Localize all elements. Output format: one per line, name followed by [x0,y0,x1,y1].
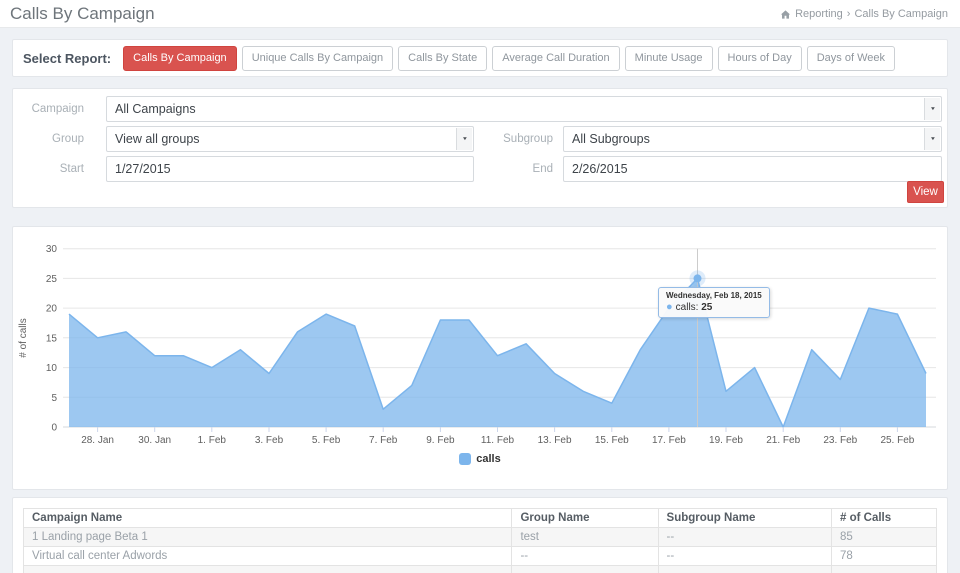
svg-text:19. Feb: 19. Feb [709,435,743,446]
report-tabs: Calls By Campaign Unique Calls By Campai… [123,45,896,71]
svg-text:25: 25 [46,274,58,285]
select-report-label: Select Report: [23,50,112,66]
group-select[interactable]: View all groups ▼ [106,126,474,152]
svg-text:11. Feb: 11. Feb [481,435,515,446]
page-title: Calls By Campaign [10,4,155,23]
end-date-input[interactable]: 2/26/2015 [563,156,942,182]
start-date-label: Start [59,163,84,175]
tab-calls-by-campaign[interactable]: Calls By Campaign [123,45,237,71]
cell-campaign-name: 1 Landing page Beta 1 [22,527,513,547]
chart-panel: .ax{font:10px "Liberation Sans",sans-ser… [12,226,948,490]
svg-text:# of calls: # of calls [18,318,29,357]
tooltip-series-name: calls [675,302,696,313]
svg-text:30: 30 [46,244,58,255]
chevron-down-icon[interactable]: ▼ [924,128,940,150]
svg-text:15: 15 [46,333,58,344]
chart-tooltip: Wednesday, Feb 18, 2015 ● calls: 25 [658,287,770,318]
svg-text:5. Feb: 5. Feb [312,435,341,446]
svg-text:20: 20 [46,304,58,315]
results-table-panel: Campaign Name Group Name Subgroup Name #… [12,497,948,573]
tooltip-date: Wednesday, Feb 18, 2015 [666,291,762,300]
tab-average-call-duration[interactable]: Average Call Duration [492,45,620,71]
legend-swatch-icon [459,453,472,465]
cell-campaign-name: Virtual call center Adwords [22,546,513,566]
cell-num-calls: 78 [831,546,937,566]
cell-group-name: test [511,527,659,547]
svg-text:28. Jan: 28. Jan [81,435,114,446]
svg-text:23. Feb: 23. Feb [823,435,857,446]
group-select-value: View all groups [115,132,200,146]
subgroup-label: Subgroup [503,133,553,145]
svg-text:30. Jan: 30. Jan [138,435,171,446]
chart-legend[interactable]: calls [13,453,947,465]
breadcrumb: Reporting › Calls By Campaign [780,8,948,20]
breadcrumb-separator: › [846,8,851,20]
tab-calls-by-state[interactable]: Calls By State [398,45,488,71]
svg-text:0: 0 [51,423,57,434]
group-label: Group [52,133,84,145]
svg-text:7. Feb: 7. Feb [369,435,398,446]
svg-text:10: 10 [46,363,58,374]
cell-subgroup-name: -- [657,527,833,547]
breadcrumb-section[interactable]: Reporting [795,8,843,20]
column-header-subgroup-name: Subgroup Name [657,508,833,528]
svg-text:9. Feb: 9. Feb [426,435,455,446]
svg-text:17. Feb: 17. Feb [652,435,686,446]
svg-text:5: 5 [51,393,57,404]
table-row-partial [22,565,937,573]
view-button[interactable]: View [907,181,944,203]
tooltip-value-row: ● calls: 25 [666,301,713,314]
report-selector-panel: Select Report: Calls By Campaign Unique … [12,39,948,77]
table-row: Virtual call center Adwords -- -- 78 [22,546,937,566]
column-header-num-calls: # of Calls [831,508,937,528]
start-date-input[interactable]: 1/27/2015 [106,156,474,182]
chevron-down-icon[interactable]: ▼ [456,128,472,150]
results-table: Campaign Name Group Name Subgroup Name #… [22,508,937,573]
campaign-select-value: All Campaigns [115,102,196,116]
home-icon [780,9,791,20]
campaign-label: Campaign [31,103,84,115]
column-header-group-name: Group Name [511,508,659,528]
svg-text:13. Feb: 13. Feb [538,435,572,446]
cell-subgroup-name: -- [657,546,833,566]
series-dot-icon: ● [666,301,673,313]
tab-days-of-week[interactable]: Days of Week [806,45,896,71]
tab-unique-calls-by-campaign[interactable]: Unique Calls By Campaign [241,45,394,71]
top-header-bar: Calls By Campaign Reporting › Calls By C… [0,0,960,28]
cell-num-calls: 85 [831,527,937,547]
tab-minute-usage[interactable]: Minute Usage [624,45,713,71]
subgroup-select-value: All Subgroups [572,132,650,146]
breadcrumb-current: Calls By Campaign [854,8,948,20]
tooltip-value: 25 [701,302,713,313]
svg-text:21. Feb: 21. Feb [766,435,800,446]
legend-label: calls [476,453,501,465]
chevron-down-icon[interactable]: ▼ [924,98,940,120]
calls-area-chart[interactable]: .ax{font:10px "Liberation Sans",sans-ser… [13,227,947,467]
end-date-label: End [532,163,553,175]
filters-panel: Campaign All Campaigns ▼ Group View all … [12,88,948,208]
campaign-select[interactable]: All Campaigns ▼ [106,96,942,122]
svg-text:25. Feb: 25. Feb [880,435,914,446]
subgroup-select[interactable]: All Subgroups ▼ [563,126,942,152]
svg-text:1. Feb: 1. Feb [198,435,227,446]
tab-hours-of-day[interactable]: Hours of Day [717,45,802,71]
column-header-campaign-name: Campaign Name [22,508,513,528]
table-row: 1 Landing page Beta 1 test -- 85 [22,527,937,547]
svg-text:3. Feb: 3. Feb [255,435,284,446]
cell-group-name: -- [511,546,659,566]
svg-text:15. Feb: 15. Feb [595,435,629,446]
table-header-row: Campaign Name Group Name Subgroup Name #… [22,508,937,528]
